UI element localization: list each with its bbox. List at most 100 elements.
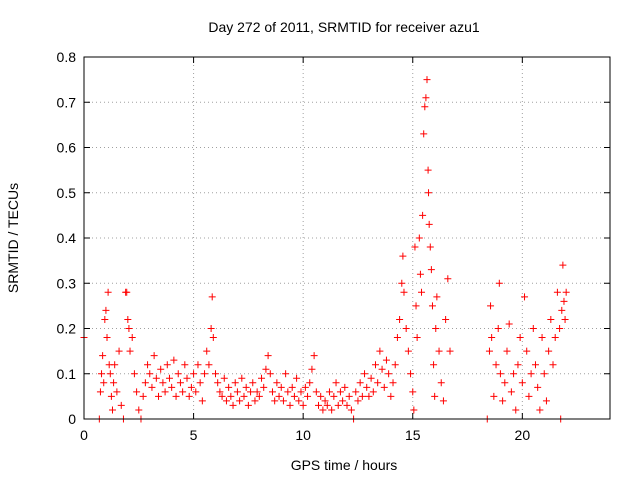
data-point	[415, 234, 423, 242]
data-point	[216, 388, 224, 396]
data-point	[516, 334, 524, 342]
data-point	[150, 352, 158, 360]
data-point	[240, 392, 248, 400]
data-point	[525, 392, 533, 400]
data-point	[420, 130, 428, 138]
data-point	[286, 401, 294, 409]
data-point	[529, 325, 537, 332]
data-point	[323, 401, 331, 409]
data-point	[161, 388, 169, 396]
data-point	[312, 388, 320, 396]
data-point	[128, 334, 136, 342]
data-point	[100, 379, 108, 387]
data-point	[494, 325, 502, 332]
data-point	[412, 302, 420, 310]
data-point	[547, 315, 555, 323]
data-point	[124, 315, 132, 323]
data-point	[96, 388, 104, 396]
data-point	[551, 334, 559, 342]
data-point	[446, 347, 454, 355]
data-point	[558, 306, 566, 314]
data-point	[499, 397, 507, 405]
data-point	[168, 383, 176, 391]
data-point	[275, 392, 283, 400]
data-point	[236, 397, 244, 405]
data-point	[553, 288, 561, 296]
axis-ticks: 0 0.1 0.2 0.3 0.4 0.5 0.6 0.7 0.8 0 5 10 15 20	[57, 49, 610, 443]
data-point	[297, 388, 305, 396]
data-point	[266, 370, 274, 378]
x-tick-label: 20	[515, 427, 531, 443]
data-point	[437, 379, 445, 387]
data-point	[521, 293, 529, 301]
data-point	[258, 374, 266, 382]
data-point	[225, 383, 233, 391]
y-tick-label: 0.3	[57, 275, 77, 291]
data-point	[253, 388, 261, 396]
data-point	[352, 388, 360, 396]
data-point	[262, 365, 270, 373]
data-point	[133, 388, 141, 396]
data-point	[308, 365, 316, 373]
data-point	[425, 189, 433, 197]
data-point	[561, 315, 569, 323]
data-point	[159, 379, 167, 387]
data-point	[174, 370, 182, 378]
data-point	[354, 397, 362, 405]
data-point	[282, 370, 290, 378]
y-tick-label: 0.6	[57, 140, 77, 156]
data-point	[284, 388, 292, 396]
data-point	[556, 325, 564, 332]
data-point	[277, 383, 285, 391]
data-point	[123, 288, 131, 296]
data-point	[418, 288, 426, 296]
data-point	[540, 370, 548, 378]
data-point	[176, 379, 184, 387]
data-point	[148, 383, 156, 391]
data-point	[334, 401, 342, 409]
y-tick-label: 0.2	[57, 321, 77, 337]
data-point	[201, 370, 209, 378]
data-point	[439, 397, 447, 405]
data-point	[534, 383, 542, 391]
data-point	[99, 352, 107, 360]
data-point	[264, 352, 272, 360]
data-point	[255, 392, 263, 400]
data-point	[125, 325, 133, 332]
data-point	[238, 374, 246, 382]
plot-frame	[83, 56, 611, 420]
data-point	[518, 379, 526, 387]
data-point	[424, 166, 432, 174]
data-point	[209, 334, 217, 342]
data-point	[396, 315, 404, 323]
data-point	[419, 211, 427, 219]
data-point	[165, 374, 173, 382]
data-point	[319, 406, 327, 414]
data-point	[332, 379, 340, 387]
y-axis-label: SRMTID / TECUs	[5, 183, 21, 293]
data-point	[416, 270, 424, 278]
data-point	[299, 401, 307, 409]
data-point	[426, 243, 434, 251]
y-tick-label: 0.4	[57, 230, 77, 246]
data-point	[562, 288, 570, 296]
data-point	[356, 379, 364, 387]
data-point	[330, 392, 338, 400]
data-point	[214, 379, 222, 387]
data-point	[435, 347, 443, 355]
data-point	[380, 383, 388, 391]
data-point	[527, 370, 535, 378]
data-point	[398, 279, 406, 287]
data-point	[442, 315, 450, 323]
data-point	[194, 361, 202, 369]
data-point	[306, 379, 314, 387]
data-point	[242, 383, 250, 391]
data-point	[387, 392, 395, 400]
data-point	[374, 379, 382, 387]
data-point	[304, 392, 312, 400]
data-point	[192, 388, 200, 396]
data-point	[203, 347, 211, 355]
data-point	[376, 347, 384, 355]
data-point	[343, 401, 351, 409]
data-point	[358, 392, 366, 400]
